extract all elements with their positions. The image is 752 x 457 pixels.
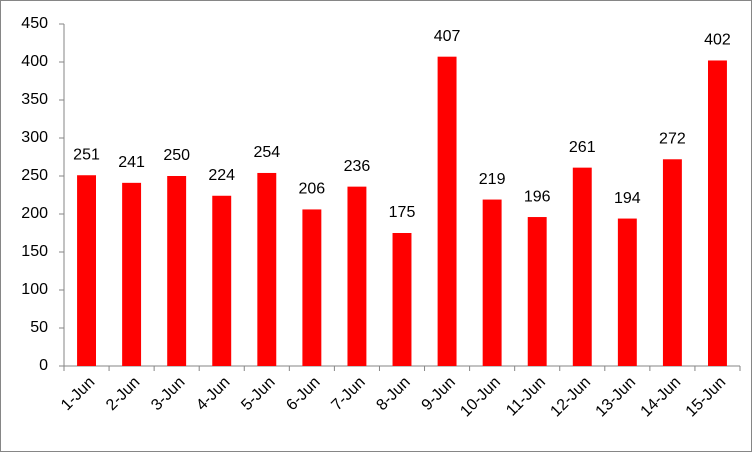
value-label: 251: [73, 146, 100, 163]
bar: [708, 60, 727, 366]
y-tick-label: 50: [30, 319, 48, 336]
bar: [482, 199, 502, 366]
y-tick-label: 250: [21, 167, 48, 184]
value-label: 261: [569, 139, 596, 156]
bar: [437, 56, 457, 367]
y-tick-label: 100: [21, 281, 48, 298]
y-tick-label: 150: [21, 243, 48, 260]
bar: [572, 167, 592, 366]
value-label: 241: [118, 154, 145, 171]
value-label: 272: [659, 130, 686, 147]
value-label: 402: [704, 32, 731, 49]
value-label: 407: [434, 28, 461, 45]
value-label: 194: [614, 190, 641, 207]
bar: [617, 218, 637, 366]
bar: [392, 233, 412, 366]
bar: [257, 172, 277, 366]
value-label: 250: [163, 147, 190, 164]
y-tick-label: 400: [21, 53, 48, 70]
value-label: 236: [344, 158, 371, 175]
y-tick-label: 350: [21, 91, 48, 108]
value-label: 196: [524, 188, 551, 205]
value-label: 219: [479, 171, 506, 188]
bar: [527, 217, 547, 366]
y-tick-label: 300: [21, 129, 48, 146]
bar: [167, 176, 187, 366]
y-tick-label: 450: [21, 15, 48, 32]
bar: [347, 186, 367, 366]
value-label: 175: [389, 204, 416, 221]
bar: [77, 175, 96, 366]
bar: [122, 182, 142, 366]
bar: [302, 209, 322, 366]
bar: [662, 159, 682, 366]
value-label: 254: [253, 144, 280, 161]
bar: [212, 195, 232, 366]
value-label: 206: [299, 181, 326, 198]
y-tick-label: 200: [21, 205, 48, 222]
y-tick-label: 0: [39, 357, 48, 374]
value-label: 224: [208, 167, 235, 184]
